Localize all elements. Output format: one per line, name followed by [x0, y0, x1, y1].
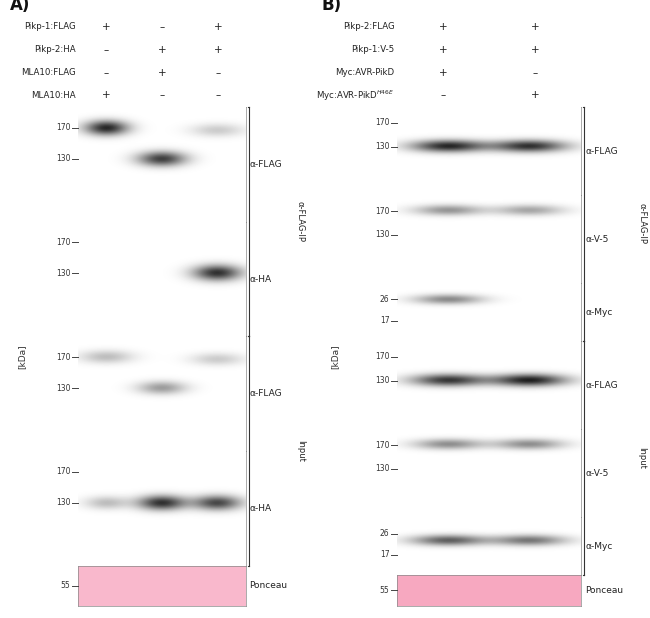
Text: –: –	[103, 44, 109, 55]
Text: [kDa]: [kDa]	[330, 344, 339, 368]
Text: 26: 26	[380, 529, 389, 538]
Text: Pikp-1:FLAG: Pikp-1:FLAG	[24, 22, 75, 32]
Text: MLA10:FLAG: MLA10:FLAG	[21, 68, 75, 77]
Text: +: +	[439, 44, 448, 55]
Text: 55: 55	[60, 582, 70, 590]
Text: Input: Input	[296, 440, 305, 462]
Text: +: +	[213, 22, 222, 32]
Text: 130: 130	[375, 142, 389, 151]
Text: 170: 170	[375, 118, 389, 127]
Text: –: –	[159, 90, 164, 101]
Text: 170: 170	[56, 467, 70, 476]
Text: +: +	[158, 44, 166, 55]
Text: –: –	[215, 67, 220, 78]
Text: A): A)	[10, 0, 30, 14]
Text: 130: 130	[56, 498, 70, 507]
Text: α-Myc: α-Myc	[585, 308, 612, 316]
Text: α-V-5: α-V-5	[585, 235, 608, 243]
Text: +: +	[213, 44, 222, 55]
Text: 170: 170	[375, 441, 389, 450]
Text: α-FLAG: α-FLAG	[585, 381, 618, 389]
Text: +: +	[531, 90, 540, 101]
Text: Pikp-1:V-5: Pikp-1:V-5	[352, 45, 395, 54]
Text: α-FLAG: α-FLAG	[250, 160, 282, 169]
Text: α-FLAG: α-FLAG	[585, 146, 618, 156]
Text: B): B)	[322, 0, 342, 14]
Text: –: –	[441, 90, 446, 101]
Text: [kDa]: [kDa]	[17, 344, 26, 368]
Text: α-FLAG: α-FLAG	[250, 389, 282, 398]
Text: 26: 26	[380, 295, 389, 304]
Text: Input: Input	[637, 447, 646, 469]
Text: α-Myc: α-Myc	[585, 542, 612, 551]
Text: Ponceau: Ponceau	[250, 582, 288, 590]
Text: Ponceau: Ponceau	[585, 586, 623, 595]
Text: α-HA: α-HA	[250, 504, 272, 513]
Text: +: +	[531, 44, 540, 55]
Text: 130: 130	[375, 464, 389, 473]
Text: Pikp-2:HA: Pikp-2:HA	[34, 45, 75, 54]
Text: 170: 170	[56, 123, 70, 132]
Text: Myc:AVR-PikD$^{H46E}$: Myc:AVR-PikD$^{H46E}$	[317, 88, 395, 103]
Text: –: –	[159, 22, 164, 32]
Text: 130: 130	[56, 384, 70, 392]
Text: +: +	[439, 22, 448, 32]
Text: α-HA: α-HA	[250, 274, 272, 284]
Text: 130: 130	[375, 376, 389, 385]
Text: α-V-5: α-V-5	[585, 469, 608, 478]
Text: +: +	[439, 67, 448, 78]
Text: 170: 170	[375, 206, 389, 216]
Text: 170: 170	[375, 352, 389, 362]
Text: α-FLAG-IP: α-FLAG-IP	[296, 201, 305, 242]
Text: 130: 130	[56, 154, 70, 163]
Text: –: –	[215, 90, 220, 101]
Text: –: –	[103, 67, 109, 78]
Text: –: –	[532, 67, 538, 78]
Text: 170: 170	[56, 238, 70, 247]
Text: Myc:AVR-PikD: Myc:AVR-PikD	[335, 68, 395, 77]
Text: 130: 130	[375, 231, 389, 239]
Text: MLA10:HA: MLA10:HA	[31, 91, 75, 100]
Text: +: +	[531, 22, 540, 32]
Text: 17: 17	[380, 551, 389, 559]
Text: +: +	[102, 90, 110, 101]
Text: +: +	[102, 22, 110, 32]
Text: 55: 55	[380, 586, 389, 595]
Text: Pikp-2:FLAG: Pikp-2:FLAG	[343, 22, 395, 32]
Text: +: +	[158, 67, 166, 78]
Text: 130: 130	[56, 269, 70, 278]
Text: 170: 170	[56, 353, 70, 362]
Text: α-FLAG-IP: α-FLAG-IP	[637, 203, 646, 245]
Text: 17: 17	[380, 316, 389, 325]
